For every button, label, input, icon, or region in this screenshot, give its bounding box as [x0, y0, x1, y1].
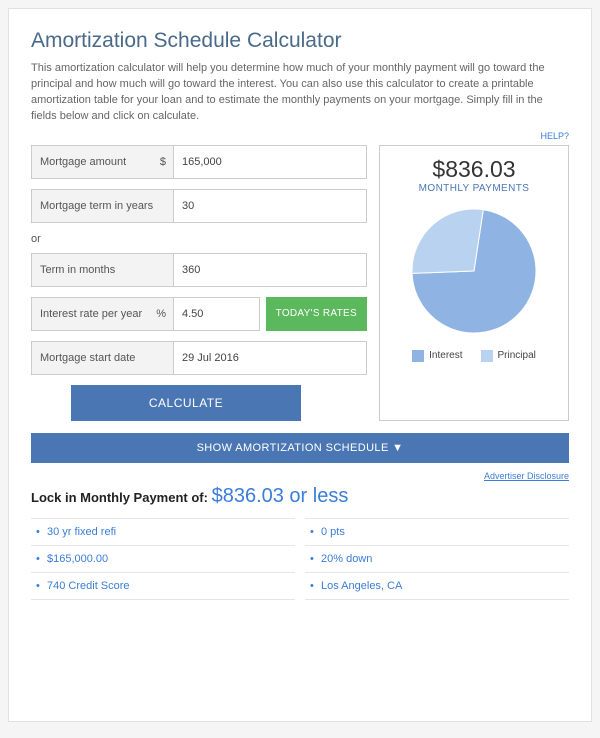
field-start-date: Mortgage start date [31, 341, 367, 375]
summary-item[interactable]: 30 yr fixed refi [31, 519, 295, 546]
legend-item-principal: Principal [481, 350, 536, 362]
todays-rates-button[interactable]: TODAY'S RATES [266, 297, 367, 331]
field-term-months: Term in months [31, 253, 367, 287]
summary-item[interactable]: Los Angeles, CA [305, 573, 569, 600]
summary-item[interactable]: $165,000.00 [31, 546, 295, 573]
summary-item[interactable]: 740 Credit Score [31, 573, 295, 600]
label-mortgage-amount: Mortgage amount [40, 156, 126, 168]
field-term-years: Mortgage term in years [31, 189, 367, 223]
monthly-subtitle: MONTHLY PAYMENTS [388, 183, 560, 194]
lock-payment-line: Lock in Monthly Payment of: $836.03 or l… [31, 485, 569, 508]
field-interest: Interest rate per year % [31, 297, 260, 331]
legend-label: Principal [498, 350, 536, 361]
input-interest[interactable] [174, 298, 259, 330]
help-link[interactable]: HELP? [540, 131, 569, 141]
summary-lists: 30 yr fixed refi$165,000.00740 Credit Sc… [31, 518, 569, 600]
legend-item-interest: Interest [412, 350, 462, 362]
input-mortgage-amount[interactable] [174, 146, 366, 178]
result-panel: $836.03 MONTHLY PAYMENTS Interest Princip… [379, 145, 569, 421]
unit-percent: % [156, 308, 166, 320]
legend-swatch [481, 350, 493, 362]
pie-chart [409, 206, 539, 336]
page-title: Amortization Schedule Calculator [31, 29, 569, 53]
lock-highlight: $836.03 or less [212, 485, 349, 507]
field-mortgage-amount: Mortgage amount $ [31, 145, 367, 179]
advertiser-disclosure-link[interactable]: Advertiser Disclosure [484, 471, 569, 481]
input-term-months[interactable] [174, 254, 366, 286]
summary-item[interactable]: 20% down [305, 546, 569, 573]
label-start-date: Mortgage start date [40, 352, 135, 364]
calculate-button[interactable]: CALCULATE [71, 385, 301, 421]
or-text: or [31, 233, 367, 245]
form-column: Mortgage amount $ Mortgage term in years… [31, 145, 367, 421]
show-schedule-button[interactable]: SHOW AMORTIZATION SCHEDULE ▼ [31, 433, 569, 463]
legend-label: Interest [429, 350, 462, 361]
label-interest: Interest rate per year [40, 308, 142, 320]
chart-legend: Interest Principal [388, 350, 560, 362]
lock-prefix: Lock in Monthly Payment of: [31, 490, 212, 505]
description: This amortization calculator will help y… [31, 61, 569, 125]
label-term-months: Term in months [40, 264, 115, 276]
pie-slice-principal [412, 209, 483, 273]
input-start-date[interactable] [174, 342, 366, 374]
summary-item[interactable]: 0 pts [305, 519, 569, 546]
unit-dollar: $ [160, 156, 166, 168]
input-term-years[interactable] [174, 190, 366, 222]
monthly-amount: $836.03 [388, 156, 560, 183]
label-term-years: Mortgage term in years [40, 200, 153, 212]
legend-swatch [412, 350, 424, 362]
